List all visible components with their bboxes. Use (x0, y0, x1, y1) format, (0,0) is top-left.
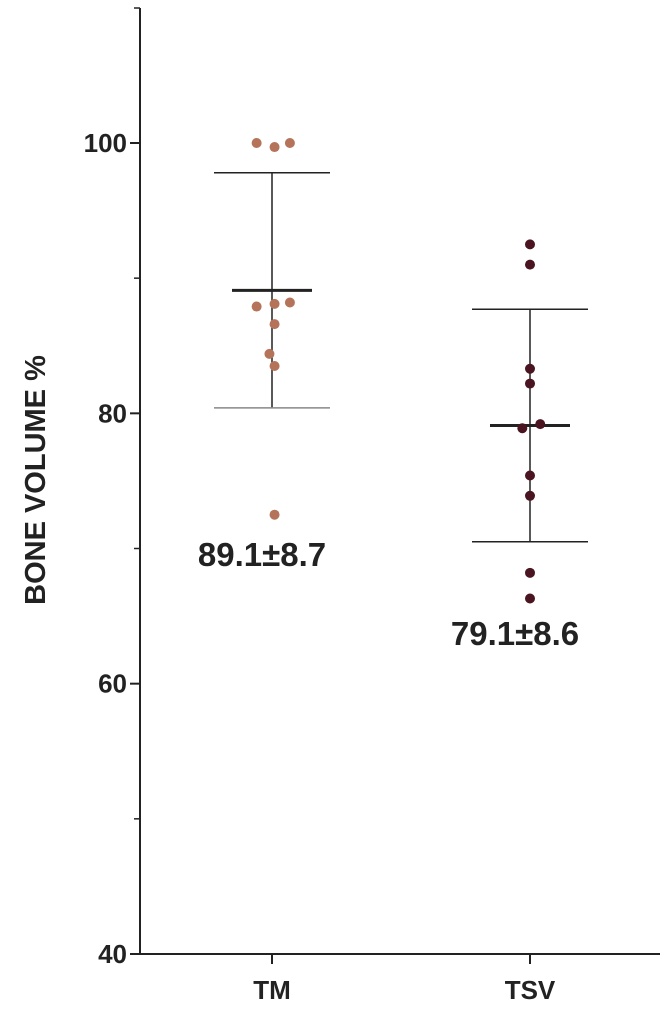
data-point (535, 419, 546, 430)
data-point (525, 593, 535, 604)
data-point (525, 490, 535, 501)
data-point (284, 138, 295, 148)
y-tick-label: 60 (98, 669, 127, 699)
y-tick-label: 80 (98, 398, 127, 428)
data-point (269, 142, 280, 153)
mean-sd-annotation: 89.1±8.7 (198, 536, 326, 573)
data-point (517, 423, 528, 434)
data-point (269, 298, 280, 309)
y-axis-label: BONE VOLUME % (20, 355, 52, 605)
series-tm: 89.1±8.7 (198, 138, 330, 573)
data-point (525, 239, 535, 250)
data-point (251, 301, 262, 312)
data-point (264, 348, 275, 359)
data-point (269, 319, 280, 330)
data-point (525, 567, 535, 578)
axes: 40 60 80 100 TM TSV (84, 7, 660, 1005)
data-point (269, 509, 280, 520)
series-tsv: 79.1±8.6 (451, 239, 588, 652)
data-point (284, 297, 295, 308)
chart-marks: 89.1±8.7 79.1±8.6 (198, 138, 588, 652)
data-point (251, 138, 262, 148)
y-tick-label: 40 (98, 939, 127, 969)
y-tick-label: 100 (84, 128, 127, 158)
data-point (525, 378, 535, 389)
mean-sd-annotation: 79.1±8.6 (451, 615, 579, 652)
x-tick-label: TM (253, 975, 291, 1005)
x-tick-label: TSV (505, 975, 556, 1005)
data-point (525, 259, 535, 270)
data-point (269, 361, 280, 372)
data-point (525, 363, 535, 374)
data-point (525, 470, 535, 481)
